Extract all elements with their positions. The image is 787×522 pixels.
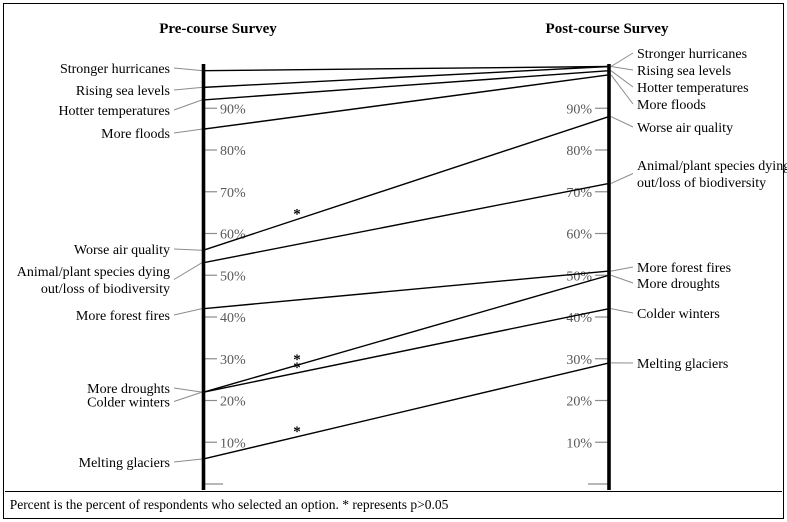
figure-border xyxy=(3,3,784,519)
slope-line-more-droughts xyxy=(203,274,610,393)
left-label-worse-air-quality: Worse air quality xyxy=(74,243,170,258)
left-leader-more-forest-fires xyxy=(173,308,203,316)
right-axis-tick-label-90: 90% xyxy=(566,102,592,117)
right-axis-tick-label-30: 30% xyxy=(566,353,592,368)
left-leader-colder-winters xyxy=(173,391,203,402)
left-axis-tick-label-30: 30% xyxy=(220,353,246,368)
significance-asterisk-melting-glaciers: * xyxy=(293,424,301,440)
left-leader-worse-air-quality xyxy=(173,248,203,251)
left-axis-tick-label-70: 70% xyxy=(220,186,246,201)
slope-line-stronger-hurricanes xyxy=(203,65,610,72)
slope-line-more-forest-fires xyxy=(203,270,610,310)
right-leader-hotter-temperatures xyxy=(610,70,634,88)
right-label-more-droughts: More droughts xyxy=(637,277,720,292)
right-label-worse-air-quality: Worse air quality xyxy=(637,121,733,136)
left-axis-tick-label-40: 40% xyxy=(220,311,246,326)
significance-asterisk-more-droughts: * xyxy=(293,352,301,368)
right-axis-tick-label-20: 20% xyxy=(566,395,592,410)
left-label-rising-sea-levels: Rising sea levels xyxy=(76,84,170,99)
left-axis-tick-label-90: 90% xyxy=(220,102,246,117)
left-axis-tick-label-10: 10% xyxy=(220,436,246,451)
right-leader-stronger-hurricanes xyxy=(610,52,634,67)
right-leader-animal-plant-species-dying-out-loss-of-biodiversity xyxy=(610,173,634,184)
left-leader-more-droughts xyxy=(173,387,203,393)
left-label-animal-plant-species-dying-out-loss-of-biodiversity: Animal/plant species dying out/loss of bi… xyxy=(17,265,170,297)
right-axis-tick-label-10: 10% xyxy=(566,436,592,451)
left-leader-melting-glaciers xyxy=(173,458,203,463)
post-course-title: Post-course Survey xyxy=(545,21,669,37)
slope-line-animal-plant-species-dying-out-loss-of-biodiversity xyxy=(203,182,610,264)
slope-line-more-floods xyxy=(203,74,610,130)
left-label-melting-glaciers: Melting glaciers xyxy=(79,456,170,471)
right-axis-tick-label-40: 40% xyxy=(566,311,592,326)
right-axis-tick-label-80: 80% xyxy=(566,144,592,159)
right-axis-tick-label-60: 60% xyxy=(566,228,592,243)
right-label-colder-winters: Colder winters xyxy=(637,307,720,322)
significance-asterisk-colder-winters: * xyxy=(293,360,301,376)
footnote: Percent is the percent of respondents wh… xyxy=(4,491,783,518)
right-axis-tick-label-50: 50% xyxy=(566,269,592,284)
left-label-more-droughts: More droughts xyxy=(87,382,170,397)
right-leader-worse-air-quality xyxy=(610,116,634,128)
slope-line-colder-winters xyxy=(203,307,610,393)
right-leader-rising-sea-levels xyxy=(610,66,634,71)
left-leader-rising-sea-levels xyxy=(173,86,203,91)
right-leader-more-droughts xyxy=(610,274,634,284)
slope-line-hotter-temperatures xyxy=(203,69,610,101)
right-label-animal-plant-species-dying-out-loss-of-biodiversity: Animal/plant species dying out/loss of bi… xyxy=(637,159,787,191)
significance-asterisk-worse-air-quality: * xyxy=(293,206,301,222)
right-axis-tick-label-70: 70% xyxy=(566,186,592,201)
left-label-stronger-hurricanes: Stronger hurricanes xyxy=(60,62,170,77)
slope-line-melting-glaciers xyxy=(203,362,610,460)
left-leader-hotter-temperatures xyxy=(173,99,203,111)
left-leader-animal-plant-species-dying-out-loss-of-biodiversity xyxy=(173,262,203,280)
right-label-rising-sea-levels: Rising sea levels xyxy=(637,64,731,79)
right-label-more-forest-fires: More forest fires xyxy=(637,261,731,276)
right-label-more-floods: More floods xyxy=(637,98,706,113)
right-leader-more-forest-fires xyxy=(610,266,634,272)
right-label-melting-glaciers: Melting glaciers xyxy=(637,357,728,372)
left-axis-tick-label-20: 20% xyxy=(220,395,246,410)
left-leader-stronger-hurricanes xyxy=(173,67,203,72)
right-label-stronger-hurricanes: Stronger hurricanes xyxy=(637,47,747,62)
slope-line-rising-sea-levels xyxy=(203,65,610,89)
slope-line-worse-air-quality xyxy=(203,115,610,251)
right-leader-more-floods xyxy=(610,74,634,105)
right-label-hotter-temperatures: Hotter temperatures xyxy=(637,81,749,96)
left-label-colder-winters: Colder winters xyxy=(87,396,170,411)
right-leader-colder-winters xyxy=(610,308,634,314)
left-axis-tick-label-80: 80% xyxy=(220,144,246,159)
left-leader-more-floods xyxy=(173,128,203,134)
left-axis-tick-label-50: 50% xyxy=(220,269,246,284)
left-label-more-floods: More floods xyxy=(101,127,170,142)
left-label-hotter-temperatures: Hotter temperatures xyxy=(58,104,170,119)
left-label-more-forest-fires: More forest fires xyxy=(76,309,170,324)
pre-course-title: Pre-course Survey xyxy=(159,21,277,37)
